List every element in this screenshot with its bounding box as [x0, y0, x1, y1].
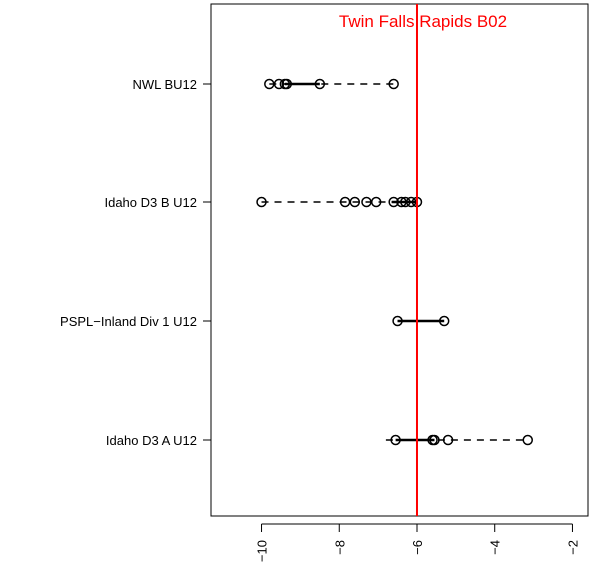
data-point	[438, 315, 450, 327]
plot-area-frame	[210, 3, 589, 517]
data-point	[400, 196, 411, 208]
data-point	[349, 196, 361, 208]
data-point	[405, 196, 417, 208]
data-point	[388, 196, 399, 208]
y-tick-label: Idaho D3 B U12	[104, 195, 197, 210]
data-point	[314, 78, 326, 90]
chart-title: Twin Falls Rapids B02	[339, 12, 507, 31]
x-tick-label: −8	[332, 540, 347, 555]
data-point	[388, 78, 399, 90]
data-point	[392, 315, 403, 327]
x-tick-label: −10	[255, 540, 270, 562]
data-point	[442, 434, 454, 446]
marks-layer: NWL BU12 Idaho D3 B U12 PSPL−Inland Div 1 …	[60, 4, 580, 562]
data-point	[390, 434, 401, 446]
data-point	[281, 78, 293, 90]
data-point	[522, 434, 534, 446]
y-tick-label: PSPL−Inland Div 1 U12	[60, 314, 197, 329]
x-tick-label: −6	[410, 540, 425, 555]
data-point	[256, 196, 267, 208]
x-tick-label: −4	[488, 540, 503, 555]
data-point	[273, 78, 285, 90]
data-point	[370, 196, 382, 208]
y-tick-label: NWL BU12	[132, 77, 197, 92]
data-point	[429, 434, 440, 446]
y-tick-label: Idaho D3 A U12	[106, 433, 197, 448]
x-tick-label: −2	[565, 540, 580, 555]
